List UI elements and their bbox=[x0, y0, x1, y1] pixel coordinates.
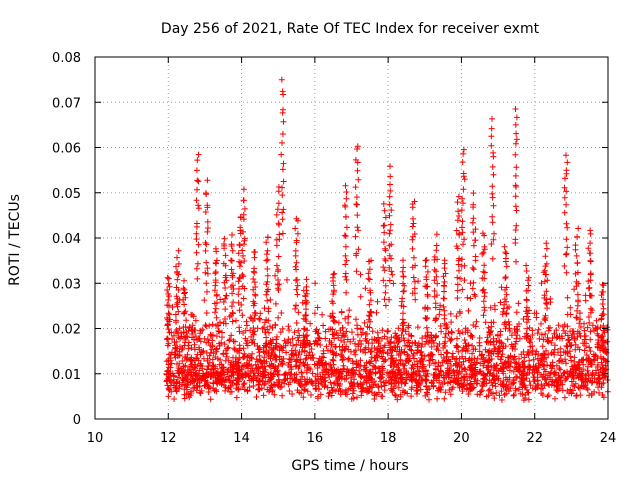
x-tick-label: 10 bbox=[87, 431, 104, 446]
data-points bbox=[163, 76, 611, 404]
y-axis-title: ROTI / TECUs bbox=[7, 194, 23, 286]
y-tick-label: 0.06 bbox=[52, 142, 81, 157]
y-tick-label: 0.03 bbox=[52, 277, 81, 292]
y-tick-label: 0.02 bbox=[52, 323, 81, 338]
x-tick-label: 14 bbox=[233, 431, 250, 446]
y-tick-label: 0.01 bbox=[52, 368, 81, 383]
x-tick-label: 20 bbox=[453, 431, 470, 446]
y-tick-label: 0.04 bbox=[52, 232, 81, 247]
chart-title: Day 256 of 2021, Rate Of TEC Index for r… bbox=[161, 21, 540, 37]
y-tick-label: 0.05 bbox=[52, 187, 81, 202]
y-tick-label: 0.08 bbox=[52, 51, 81, 66]
x-axis-title: GPS time / hours bbox=[291, 458, 408, 474]
y-tick-label: 0.07 bbox=[52, 96, 81, 111]
roti-markers bbox=[163, 76, 611, 404]
x-tick-label: 16 bbox=[307, 431, 324, 446]
x-tick-label: 24 bbox=[600, 431, 617, 446]
x-tick-label: 12 bbox=[160, 431, 177, 446]
x-tick-label: 18 bbox=[380, 431, 397, 446]
axis-ticks: 10 12 14 16 18 20 22 24 0 0.01 0.02 0.03 0.04 0.05 0.0… bbox=[52, 51, 616, 446]
y-tick-label: 0 bbox=[73, 413, 81, 428]
x-tick-label: 22 bbox=[526, 431, 543, 446]
